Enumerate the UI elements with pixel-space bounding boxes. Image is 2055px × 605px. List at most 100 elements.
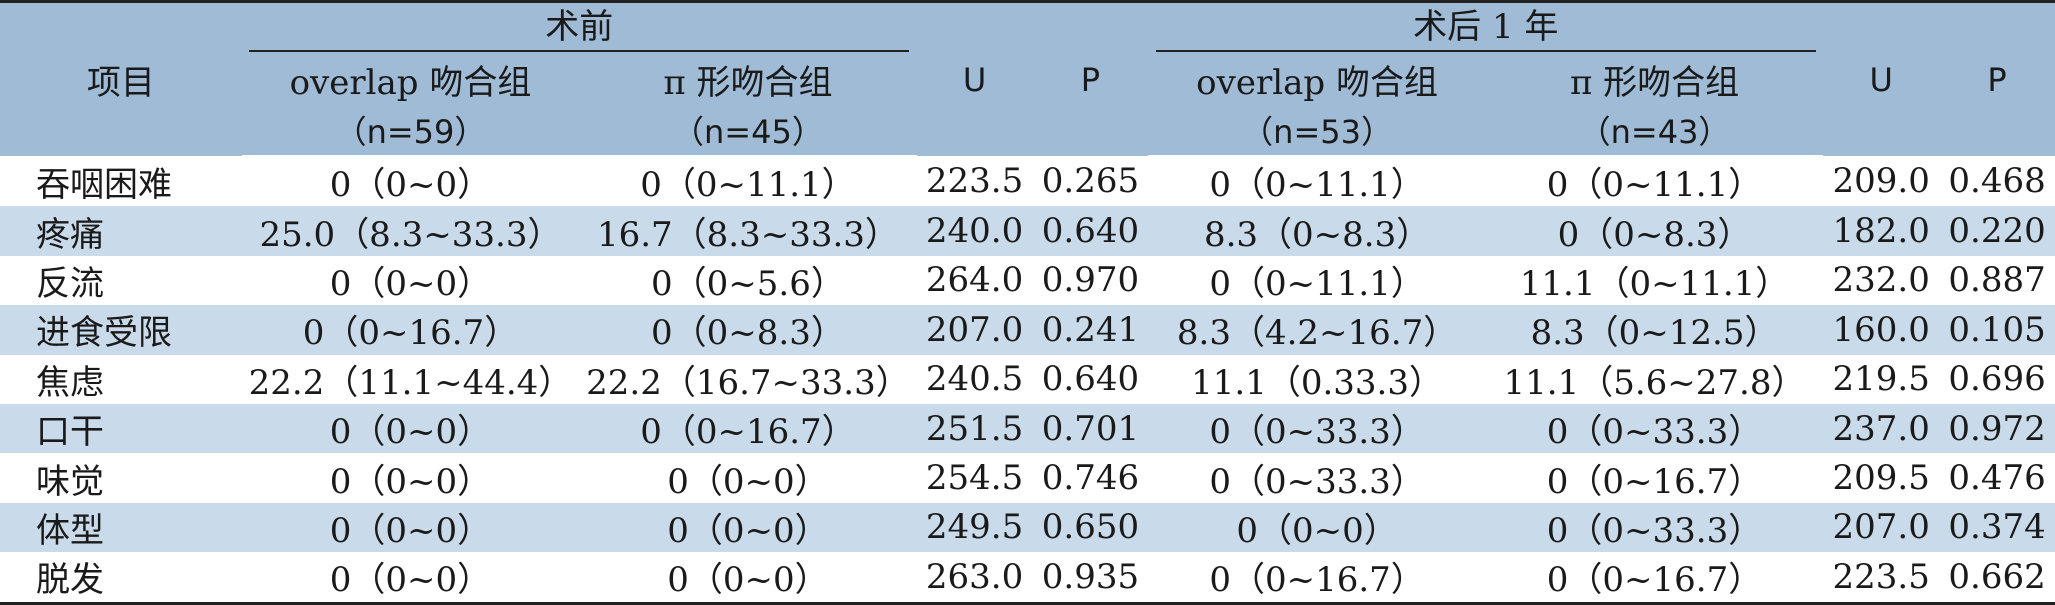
cell-post-p: 0.105 <box>1939 305 2055 355</box>
header-row-n: （n=59） （n=45） （n=53） （n=43） <box>0 105 2055 157</box>
row-item: 疼痛 <box>0 206 242 256</box>
header-post-label: 术后 1 年 <box>1155 4 1816 52</box>
cell-post-pi: 0（0~16.7） <box>1485 453 1824 503</box>
table-row: 疼痛 25.0（8.3~33.3） 16.7（8.3~33.3） 240.0 0… <box>0 206 2055 256</box>
header-pre-u: U <box>916 1 1033 156</box>
table-header: 项目 术前 U P 术后 1 年 U P overlap 吻合组 π 形吻合组 … <box>0 1 2055 157</box>
cell-pre-p: 0.241 <box>1032 305 1149 355</box>
header-post-p: P <box>1939 1 2055 156</box>
cell-pre-p: 0.746 <box>1032 453 1149 503</box>
cell-post-pi: 0（0~33.3） <box>1485 403 1824 454</box>
row-item: 体型 <box>0 502 242 553</box>
row-item: 反流 <box>0 255 242 306</box>
cell-pre-pi: 0（0~0） <box>579 502 917 553</box>
header-post-u: U <box>1823 1 1940 156</box>
cell-pre-overlap: 0（0~0） <box>241 255 580 306</box>
cell-post-overlap: 0（0~16.7） <box>1148 552 1486 605</box>
header-row-subgroup: overlap 吻合组 π 形吻合组 overlap 吻合组 π 形吻合组 <box>0 53 2055 105</box>
cell-post-p: 0.468 <box>1939 156 2055 207</box>
cell-pre-overlap: 0（0~0） <box>241 156 580 207</box>
cell-post-u: 219.5 <box>1823 354 1940 404</box>
cell-post-overlap: 0（0~33.3） <box>1148 453 1486 503</box>
table-row: 味觉 0（0~0） 0（0~0） 254.5 0.746 0（0~33.3） 0… <box>0 453 2055 503</box>
header-pre-label: 术前 <box>249 4 910 52</box>
cell-pre-pi: 0（0~0） <box>579 552 917 605</box>
header-pre-group: 术前 <box>241 1 917 53</box>
row-item: 进食受限 <box>0 305 242 355</box>
header-pre-pi: π 形吻合组 <box>579 53 917 105</box>
cell-pre-overlap: 25.0（8.3~33.3） <box>241 206 580 256</box>
cell-pre-u: 251.5 <box>916 403 1033 454</box>
table-row: 反流 0（0~0） 0（0~5.6） 264.0 0.970 0（0~11.1）… <box>0 255 2055 306</box>
header-pre-p: P <box>1032 1 1149 156</box>
cell-pre-u: 240.5 <box>916 354 1033 404</box>
cell-post-p: 0.374 <box>1939 502 2055 553</box>
cell-post-pi: 0（0~16.7） <box>1485 552 1824 605</box>
row-item: 味觉 <box>0 453 242 503</box>
cell-pre-overlap: 22.2（11.1~44.4） <box>241 354 580 404</box>
cell-post-pi: 0（0~11.1） <box>1485 156 1824 207</box>
cell-pre-pi: 16.7（8.3~33.3） <box>579 206 917 256</box>
cell-post-u: 223.5 <box>1823 552 1940 605</box>
cell-pre-p: 0.701 <box>1032 403 1149 454</box>
row-item: 口干 <box>0 403 242 454</box>
cell-post-p: 0.696 <box>1939 354 2055 404</box>
cell-post-overlap: 0（0~11.1） <box>1148 255 1486 306</box>
cell-post-overlap: 0（0~11.1） <box>1148 156 1486 207</box>
cell-post-u: 209.0 <box>1823 156 1940 207</box>
header-post-pi: π 形吻合组 <box>1485 53 1824 105</box>
row-item: 吞咽困难 <box>0 156 242 207</box>
cell-post-overlap: 0（0~33.3） <box>1148 403 1486 454</box>
cell-pre-overlap: 0（0~0） <box>241 502 580 553</box>
cell-pre-pi: 0（0~0） <box>579 453 917 503</box>
cell-pre-u: 254.5 <box>916 453 1033 503</box>
cell-post-u: 237.0 <box>1823 403 1940 454</box>
row-item: 焦虑 <box>0 354 242 404</box>
header-post-pi-n: （n=43） <box>1485 105 1824 157</box>
cell-post-p: 0.220 <box>1939 206 2055 256</box>
cell-post-u: 209.5 <box>1823 453 1940 503</box>
cell-post-u: 182.0 <box>1823 206 1940 256</box>
cell-post-pi: 8.3（0~12.5） <box>1485 305 1824 355</box>
cell-post-overlap: 8.3（4.2~16.7） <box>1148 305 1486 355</box>
cell-pre-pi: 0（0~8.3） <box>579 305 917 355</box>
cell-pre-pi: 0（0~11.1） <box>579 156 917 207</box>
cell-post-p: 0.972 <box>1939 403 2055 454</box>
cell-pre-overlap: 0（0~0） <box>241 403 580 454</box>
header-item: 项目 <box>0 1 242 156</box>
cell-pre-u: 207.0 <box>916 305 1033 355</box>
header-pre-overlap: overlap 吻合组 <box>241 53 580 105</box>
cell-pre-pi: 22.2（16.7~33.3） <box>579 354 917 404</box>
header-post-overlap-n: （n=53） <box>1148 105 1486 157</box>
cell-post-p: 0.662 <box>1939 552 2055 605</box>
cell-pre-u: 223.5 <box>916 156 1033 207</box>
cell-post-u: 232.0 <box>1823 255 1940 306</box>
table-row: 进食受限 0（0~16.7） 0（0~8.3） 207.0 0.241 8.3（… <box>0 305 2055 355</box>
cell-pre-p: 0.650 <box>1032 502 1149 553</box>
cell-post-p: 0.476 <box>1939 453 2055 503</box>
cell-pre-u: 263.0 <box>916 552 1033 605</box>
cell-pre-u: 264.0 <box>916 255 1033 306</box>
cell-post-pi: 11.1（5.6~27.8） <box>1485 354 1824 404</box>
cell-post-pi: 0（0~33.3） <box>1485 502 1824 553</box>
table-row: 吞咽困难 0（0~0） 0（0~11.1） 223.5 0.265 0（0~11… <box>0 156 2055 207</box>
cell-post-overlap: 0（0~0） <box>1148 502 1486 553</box>
row-item: 脱发 <box>0 552 242 605</box>
cell-post-overlap: 11.1（0.33.3） <box>1148 354 1486 404</box>
cell-post-overlap: 8.3（0~8.3） <box>1148 206 1486 256</box>
table-row: 体型 0（0~0） 0（0~0） 249.5 0.650 0（0~0） 0（0~… <box>0 502 2055 553</box>
table-row: 焦虑 22.2（11.1~44.4） 22.2（16.7~33.3） 240.5… <box>0 354 2055 404</box>
table-row: 口干 0（0~0） 0（0~16.7） 251.5 0.701 0（0~33.3… <box>0 403 2055 454</box>
header-row-group: 项目 术前 U P 术后 1 年 U P <box>0 1 2055 156</box>
cell-post-u: 207.0 <box>1823 502 1940 553</box>
cell-pre-p: 0.640 <box>1032 206 1149 256</box>
cell-pre-overlap: 0（0~0） <box>241 453 580 503</box>
header-post-group: 术后 1 年 <box>1148 1 1824 53</box>
header-post-overlap: overlap 吻合组 <box>1148 53 1486 105</box>
header-pre-pi-n: （n=45） <box>579 105 917 157</box>
cell-pre-p: 0.970 <box>1032 255 1149 306</box>
cell-post-p: 0.887 <box>1939 255 2055 306</box>
table-body: 吞咽困难 0（0~0） 0（0~11.1） 223.5 0.265 0（0~11… <box>0 156 2055 605</box>
